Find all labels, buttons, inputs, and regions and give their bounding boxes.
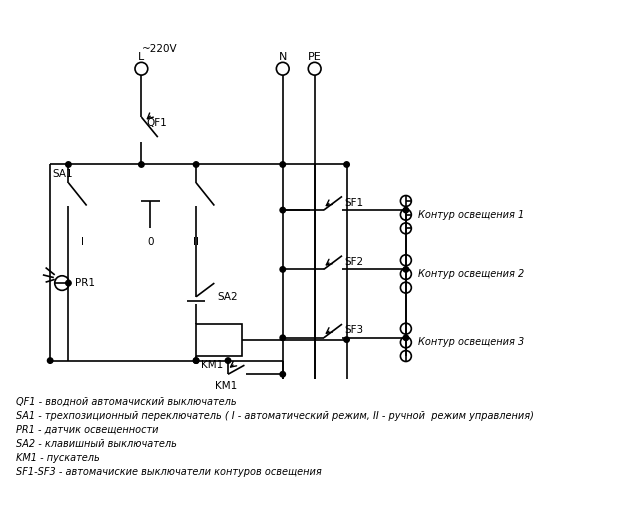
Circle shape [280, 371, 286, 377]
Circle shape [193, 358, 199, 363]
Circle shape [193, 358, 199, 363]
Text: PR1: PR1 [75, 278, 95, 288]
Text: SA2: SA2 [217, 292, 238, 302]
Circle shape [344, 162, 349, 167]
Text: I: I [80, 237, 83, 247]
Circle shape [138, 162, 144, 167]
Text: SF3: SF3 [345, 326, 364, 336]
Circle shape [226, 358, 231, 363]
Circle shape [280, 335, 286, 340]
Text: KM1 - пускатель: KM1 - пускатель [17, 453, 100, 463]
Circle shape [344, 337, 349, 342]
Text: SF1-SF3 - автомачиские выключатели контуров освещения: SF1-SF3 - автомачиские выключатели конту… [17, 467, 322, 477]
Text: SF1: SF1 [345, 198, 364, 208]
Text: SA2 - клавишный выключатель: SA2 - клавишный выключатель [17, 439, 177, 449]
Circle shape [403, 207, 408, 213]
Text: KM1: KM1 [201, 360, 223, 370]
Text: QF1 - вводной автомачиский выключатель: QF1 - вводной автомачиский выключатель [17, 397, 237, 407]
Circle shape [403, 335, 408, 340]
Text: ~220V: ~220V [142, 44, 177, 54]
Text: PR1 - датчик освещенности: PR1 - датчик освещенности [17, 425, 159, 435]
Circle shape [193, 162, 199, 167]
Text: KM1: KM1 [215, 381, 237, 391]
Text: QF1: QF1 [146, 118, 167, 128]
Text: N: N [279, 52, 287, 62]
Circle shape [403, 267, 408, 272]
Text: Контур освещения 2: Контур освещения 2 [418, 269, 524, 279]
Circle shape [66, 162, 71, 167]
Circle shape [280, 267, 286, 272]
Text: L: L [138, 52, 145, 62]
Text: PE: PE [308, 52, 321, 62]
Circle shape [280, 162, 286, 167]
Text: 0: 0 [147, 237, 154, 247]
Circle shape [280, 207, 286, 213]
Text: SA1: SA1 [52, 169, 72, 179]
Text: SA1 - трехпозиционный переключатель ( I - автоматический режим, II - ручной  реж: SA1 - трехпозиционный переключатель ( I … [17, 411, 535, 421]
Circle shape [66, 280, 71, 286]
Text: SF2: SF2 [345, 257, 364, 267]
Bar [196, 324, 242, 356]
Text: II: II [193, 237, 199, 247]
Text: Контур освещения 3: Контур освещения 3 [418, 337, 524, 347]
Circle shape [48, 358, 53, 363]
Text: Контур освещения 1: Контур освещения 1 [418, 210, 524, 220]
